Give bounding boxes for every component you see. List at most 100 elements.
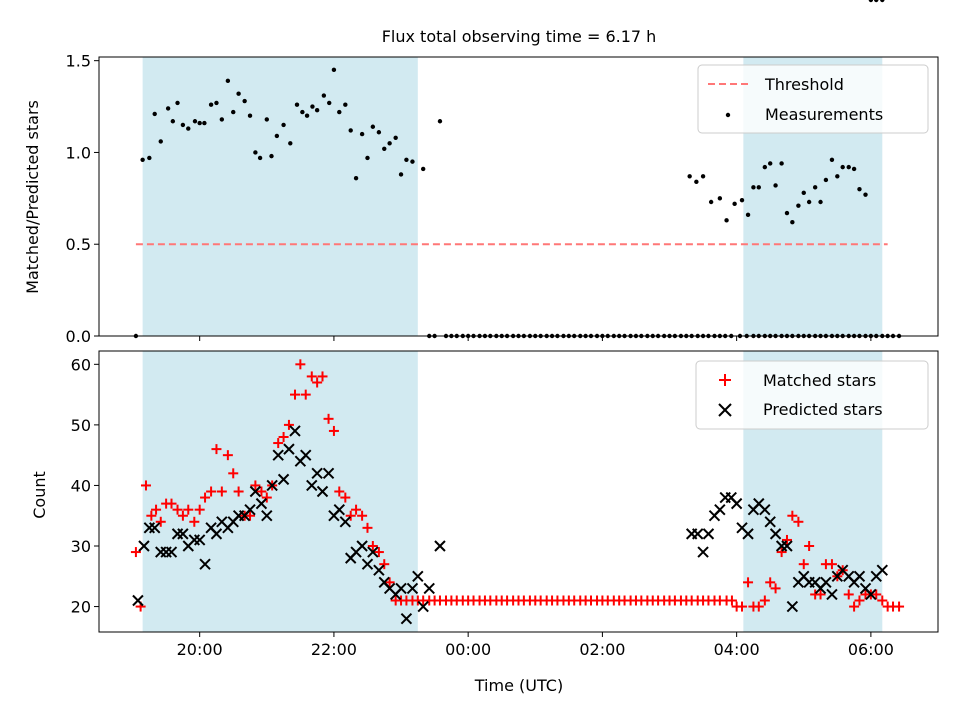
measurement-point <box>404 157 409 162</box>
matched-point <box>726 595 737 606</box>
predicted-point <box>277 473 290 486</box>
predicted-point-b <box>809 576 821 589</box>
predicted-point <box>193 534 206 546</box>
measurement-point <box>264 117 269 122</box>
predicted-point-b <box>843 570 855 582</box>
predicted-point-b <box>400 612 413 625</box>
predicted-point-b <box>781 540 793 552</box>
predicted-point-b <box>702 528 715 540</box>
measurement-point <box>158 139 163 144</box>
bottom-y-axis-label: Count <box>30 471 49 519</box>
measurement-point <box>818 199 823 205</box>
measurement-point <box>790 219 795 225</box>
top-panel-frame <box>98 56 939 337</box>
predicted-point <box>361 558 374 570</box>
predicted-point-b <box>165 546 178 558</box>
matched-point <box>273 438 284 449</box>
measurement-point <box>708 199 714 205</box>
predicted-point-b <box>412 570 424 582</box>
measurement-point <box>327 100 332 106</box>
predicted-point-b <box>798 570 810 582</box>
matched-point <box>250 480 261 491</box>
predicted-point <box>149 522 161 534</box>
matched-point <box>189 516 200 527</box>
predicted-point <box>759 503 771 516</box>
chart-title: Flux total observing time = 6.17 h <box>382 27 657 46</box>
predicted-point-b <box>249 485 262 498</box>
predicted-point <box>786 600 799 613</box>
measurement-point <box>762 164 768 170</box>
y-tick-label: 30 <box>71 537 91 556</box>
predicted-point <box>865 588 877 601</box>
matched-point <box>323 413 334 424</box>
measurement-point <box>247 113 253 118</box>
predicted-point-b <box>306 479 318 492</box>
measurement-point <box>294 102 300 107</box>
matched-point <box>776 547 787 558</box>
measurement-point <box>274 133 280 139</box>
predicted-point-b <box>417 600 429 613</box>
predicted-point-b <box>383 582 396 595</box>
matched-point <box>183 504 194 515</box>
matched-point <box>373 547 384 558</box>
predicted-point-b <box>277 473 290 486</box>
measurement-point <box>288 141 293 146</box>
measurement-point <box>208 102 214 107</box>
legend-threshold-label: Threshold <box>764 75 844 94</box>
matched-point <box>146 510 157 521</box>
measurement-point <box>337 109 342 115</box>
matched-point <box>759 595 770 606</box>
predicted-point <box>826 588 838 601</box>
predicted-point-b <box>216 516 228 528</box>
predicted-point-b <box>753 497 765 510</box>
legend-predicted-swatch <box>718 403 732 417</box>
predicted-point <box>322 467 335 480</box>
predicted-point-b <box>205 522 217 534</box>
x-tick-label: 06:00 <box>848 640 894 659</box>
matched-point <box>379 559 390 570</box>
predicted-point <box>289 425 301 437</box>
measurement-point <box>393 135 398 140</box>
predicted-point <box>820 576 832 589</box>
predicted-point-b <box>853 570 866 582</box>
measurement-point <box>745 212 751 218</box>
measurement-point <box>687 174 692 179</box>
matched-point <box>278 431 289 442</box>
predicted-point-b <box>199 558 211 570</box>
predicted-point-b <box>730 497 743 510</box>
predicted-point-b <box>876 564 888 576</box>
predicted-point-b <box>266 479 278 492</box>
measurement-point <box>304 113 310 118</box>
matched-point <box>351 504 362 515</box>
matched-point <box>177 510 188 521</box>
predicted-point-b <box>373 564 385 576</box>
y-tick-label: 40 <box>71 476 91 495</box>
matched-point <box>804 541 815 552</box>
top-x-ticks <box>199 336 872 341</box>
x-tick-label: 00:00 <box>445 640 491 659</box>
top-panel: 0.0 0.5 1.0 1.5 Matched/Predicted stars Thr… <box>23 0 939 346</box>
matched-point <box>211 444 222 455</box>
measurement-point <box>796 203 801 208</box>
predicted-point-b <box>786 600 799 613</box>
y-tick-label: 60 <box>71 355 91 374</box>
matched-point <box>743 577 754 588</box>
measurement-point <box>365 155 370 161</box>
predicted-point-b <box>177 528 189 540</box>
matched-point <box>765 577 776 588</box>
predicted-point-b <box>378 576 390 589</box>
y-tick-label: 1.5 <box>66 52 91 71</box>
y-tick-label: 1.0 <box>66 143 91 162</box>
measurement-point <box>829 157 835 162</box>
measurement-point <box>840 164 845 170</box>
matched-point <box>300 389 311 400</box>
measurement-point <box>410 159 415 164</box>
predicted-point-b <box>367 546 379 558</box>
predicted-point-b <box>289 425 301 437</box>
predicted-point-b <box>395 582 407 595</box>
predicted-point <box>395 582 407 595</box>
predicted-point <box>132 594 144 607</box>
predicted-point <box>165 546 178 558</box>
matched-point <box>295 359 306 370</box>
